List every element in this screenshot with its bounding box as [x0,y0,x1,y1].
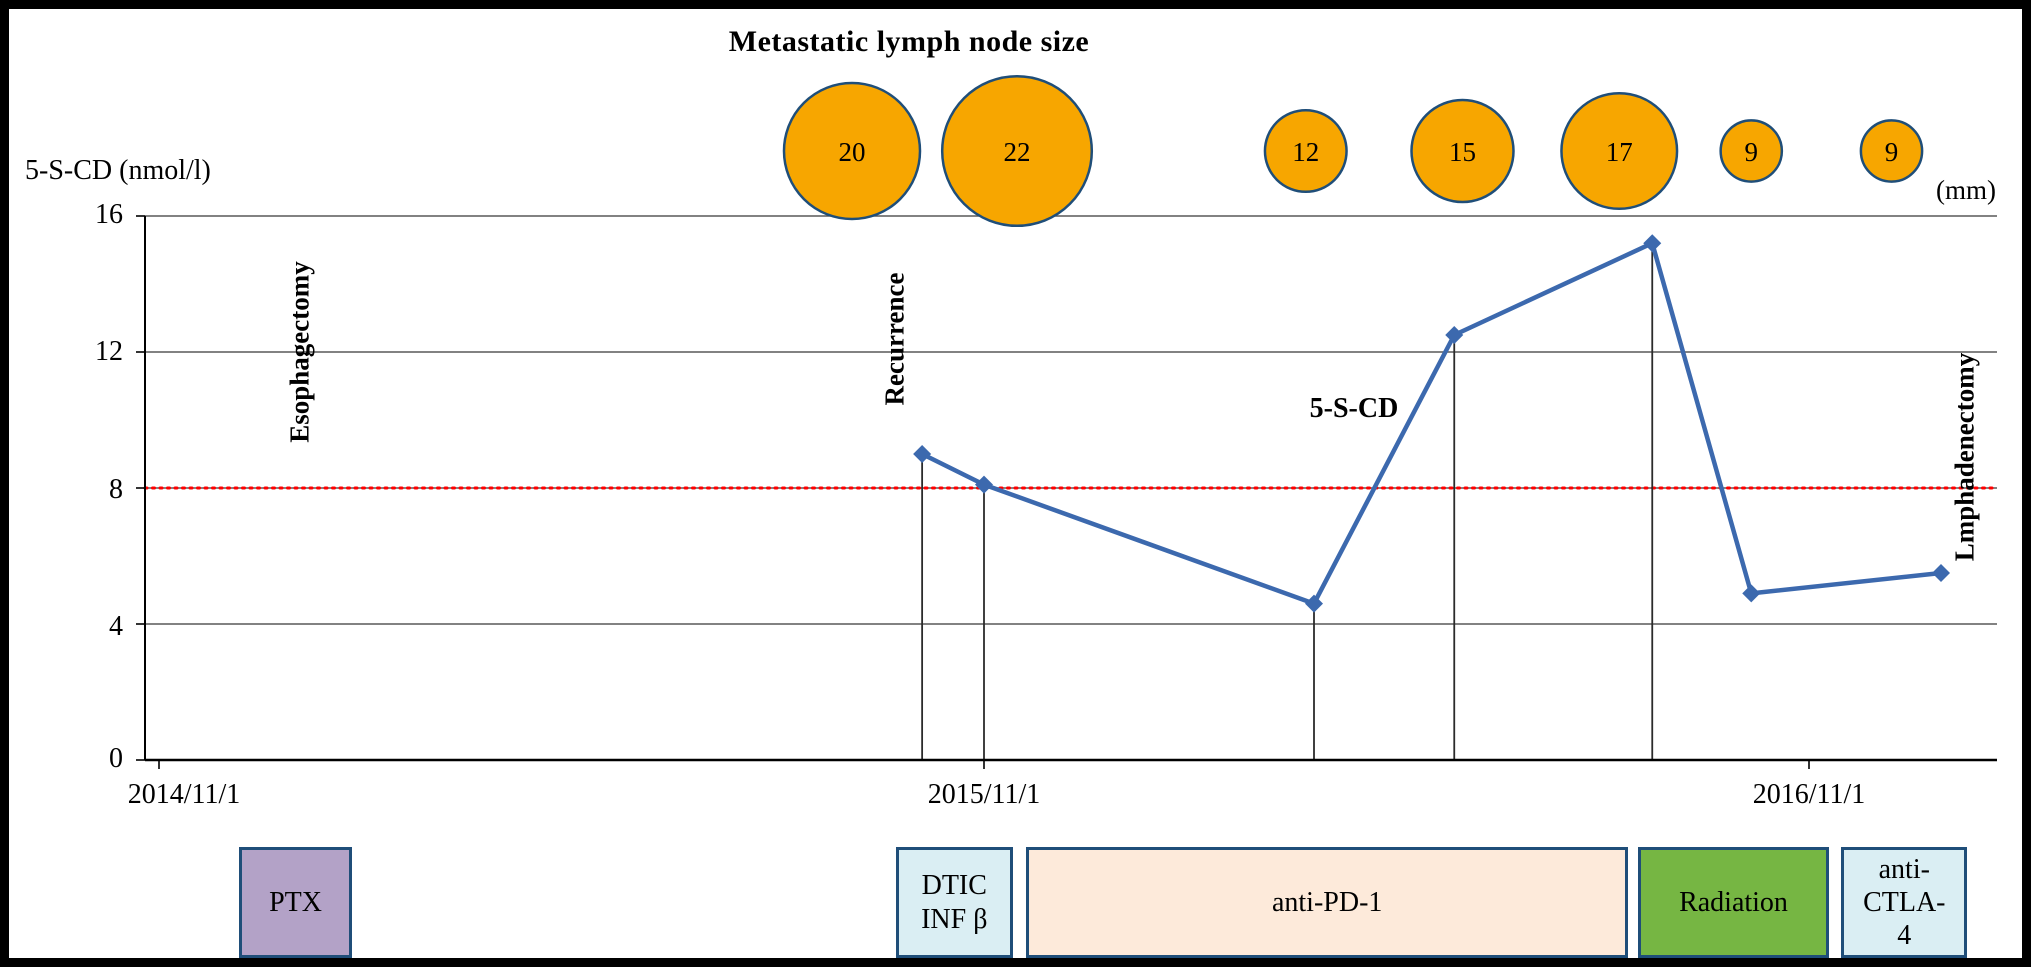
chart-canvas: 20 22 12 15 17 9 9 [136,74,1999,769]
lymph-node-circle [1560,91,1679,211]
lymph-node-circle [1859,119,1924,183]
annotation-esophagectomy: Esophagectomy [284,261,315,443]
y-tick-label-12: 12 [95,336,123,367]
lymph-node-size-label: 15 [1449,137,1476,167]
lymph-node-size-label: 9 [1745,137,1759,167]
treatment-box-anti-ctla-4: anti- CTLA- 4 [1841,847,1968,958]
lymph-node-circle [1263,108,1348,194]
y-axis-title: 5-S-CD (nmol/l) [25,155,211,186]
treatment-label-radiation: Radiation [1679,886,1788,918]
series-marker [1932,564,1950,582]
annotation-recurrence: Recurrence [879,272,910,406]
annotation-lymphadenectomy: Lmphadenectomy [1949,352,1980,562]
y-tick-label-0: 0 [109,743,123,774]
lymph-node-circle [1410,98,1515,204]
lymph-node-circle [1719,119,1784,183]
series-marker [1643,234,1662,253]
lymph-node-size-label: 22 [1004,137,1031,167]
treatment-box-ptx: PTX [239,847,353,958]
lymph-node-circle [940,74,1094,228]
lymph-node-size-label: 17 [1606,137,1633,167]
treatment-label-anti-pd-1: anti-PD-1 [1271,886,1383,918]
treatment-label-dtic-inf-beta: DTIC INF β [921,870,988,935]
x-tick-label-2015: 2015/11/1 [927,779,1041,810]
treatment-label-ptx: PTX [269,886,322,918]
treatment-box-dtic-inf-beta: DTIC INF β [895,847,1013,958]
treatment-box-anti-pd-1: anti-PD-1 [1026,847,1629,958]
lymph-node-size-label: 12 [1292,137,1319,167]
y-tick-label-16: 16 [95,199,123,230]
lymph-node-size-label: 20 [839,137,866,167]
y-tick-label-4: 4 [109,611,123,642]
y-tick-label-8: 8 [109,474,123,505]
series-marker [1445,326,1464,344]
x-tick-label-2016: 2016/11/1 [1752,779,1866,810]
series-label: 5-S-CD [1309,393,1399,424]
series-marker [1305,594,1323,613]
x-tick-label-2014: 2014/11/1 [127,779,241,810]
treatment-label-anti-ctla-4: anti- CTLA- 4 [1863,853,1946,952]
units-label: (mm) [1936,175,1996,205]
treatment-box-radiation: Radiation [1638,847,1829,958]
series-marker [1742,584,1761,603]
series-marker [913,445,932,463]
series-marker [975,475,993,494]
lymph-node-circle [782,81,922,221]
chart-title: Metastatic lymph node size [728,25,1090,58]
lymph-node-size-label: 9 [1885,137,1899,167]
